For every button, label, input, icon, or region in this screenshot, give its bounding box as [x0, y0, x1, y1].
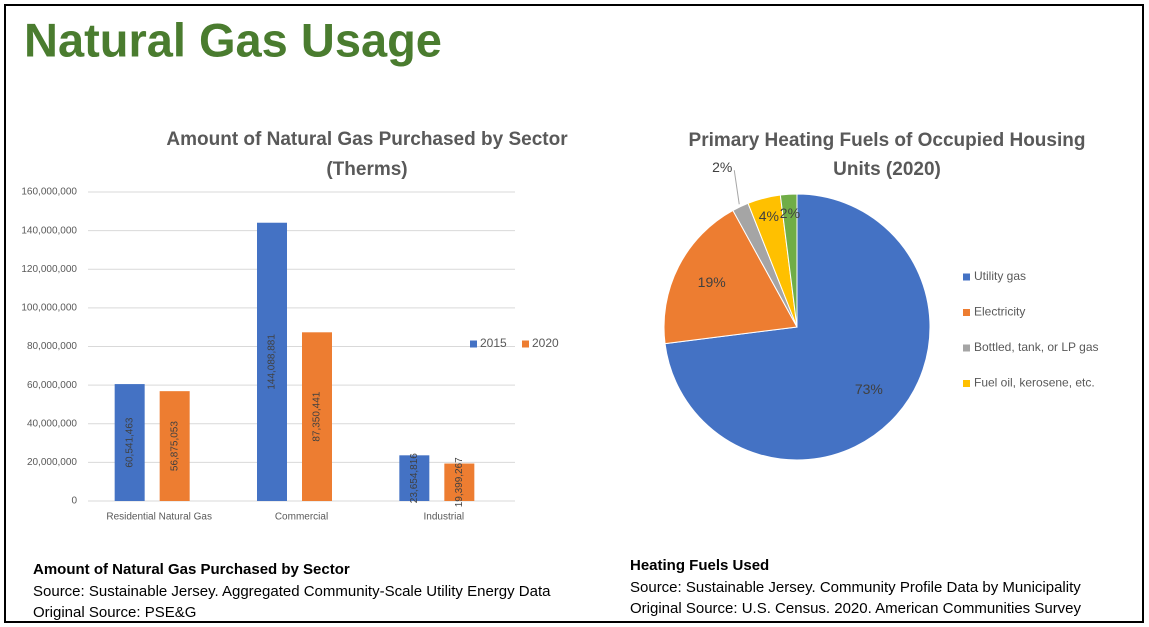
- y-tick-label: 40,000,000: [27, 418, 77, 429]
- slide-frame: [4, 4, 1144, 623]
- legend-label: Utility gas: [974, 269, 1026, 283]
- caption-line: Original Source: U.S. Census. 2020. Amer…: [630, 600, 1082, 617]
- legend-swatch: [963, 380, 970, 387]
- bar-value-label: 23,654,816: [409, 453, 420, 503]
- bar-value-label: 144,088,881: [267, 334, 278, 390]
- y-tick-label: 80,000,000: [27, 341, 77, 352]
- y-tick-label: 100,000,000: [21, 303, 77, 314]
- pie-value-label: 2%: [780, 205, 800, 221]
- caption-line: Source: Sustainable Jersey. Aggregated C…: [33, 583, 551, 600]
- legend-swatch: [963, 273, 970, 281]
- chart-title: Amount of Natural Gas Purchased by Secto…: [166, 129, 568, 150]
- bar: [444, 463, 475, 501]
- x-tick-label: Industrial: [424, 512, 465, 523]
- legend-label: Fuel oil, kerosene, etc.: [974, 376, 1095, 390]
- y-tick-label: 160,000,000: [21, 187, 77, 198]
- slide-title: Natural Gas Usage: [24, 13, 442, 66]
- caption-heading: Amount of Natural Gas Purchased by Secto…: [33, 561, 350, 578]
- legend-label: 2020: [532, 336, 559, 350]
- bar-value-label: 19,399,267: [454, 457, 465, 507]
- y-tick-label: 120,000,000: [21, 264, 77, 275]
- bar-value-label: 56,875,053: [169, 421, 180, 471]
- y-tick-label: 20,000,000: [27, 457, 77, 468]
- legend-label: 2015: [480, 336, 507, 350]
- y-tick-label: 140,000,000: [21, 225, 77, 236]
- pie-slice: [779, 193, 798, 328]
- caption-heading: Heating Fuels Used: [630, 557, 769, 574]
- bar: [159, 391, 190, 501]
- legend-swatch: [963, 309, 970, 316]
- bar: [114, 384, 145, 501]
- caption-line: Original Source: PSE&G: [33, 604, 196, 621]
- legend-swatch: [470, 340, 477, 348]
- bar-value-label: 87,350,441: [312, 391, 323, 441]
- legend-swatch: [522, 340, 529, 348]
- bar-value-label: 60,541,463: [124, 417, 135, 467]
- leader-line: [733, 170, 740, 205]
- pie-value-label: 73%: [855, 381, 883, 397]
- y-tick-label: 0: [71, 496, 77, 507]
- x-tick-label: Residential Natural Gas: [106, 512, 212, 523]
- pie-value-label: 19%: [698, 274, 726, 290]
- caption-line: Source: Sustainable Jersey. Community Pr…: [630, 579, 1081, 596]
- legend-swatch: [963, 344, 970, 352]
- pie-value-label: 2%: [712, 159, 732, 175]
- legend-label: Electricity: [974, 305, 1025, 319]
- x-tick-label: Commercial: [275, 512, 328, 523]
- bar: [257, 222, 287, 502]
- bar: [399, 455, 430, 501]
- bar: [302, 332, 332, 501]
- pie-slice: [663, 209, 798, 345]
- chart-title: Units (2020): [833, 159, 941, 180]
- chart-title: (Therms): [326, 159, 407, 180]
- chart-title: Primary Heating Fuels of Occupied Housin…: [689, 130, 1086, 151]
- pie-value-label: 4%: [759, 208, 779, 224]
- y-tick-label: 60,000,000: [27, 380, 77, 391]
- legend-label: Bottled, tank, or LP gas: [974, 340, 1099, 354]
